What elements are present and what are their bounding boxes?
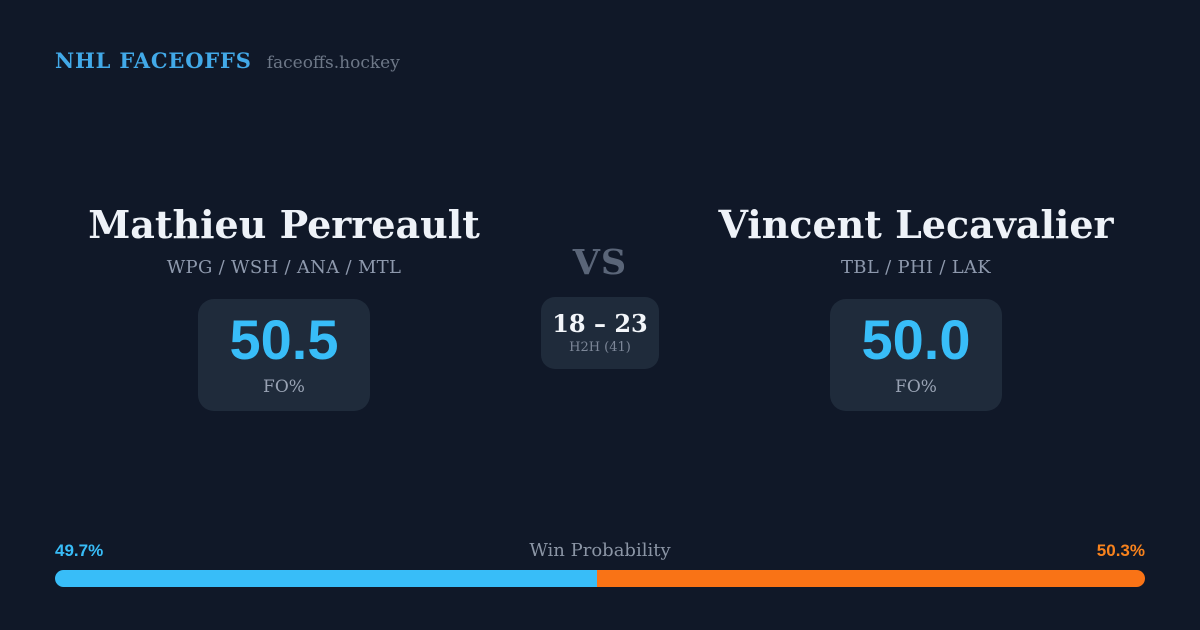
h2h-box: 18 – 23 H2H (41) [541,297,659,369]
player-right-column: Vincent Lecavalier TBL / PHI / LAK 50.0 … [632,205,1200,411]
brand-title: NHL FACEOFFS [55,48,252,73]
player-right-teams: TBL / PHI / LAK [840,256,992,278]
win-prob-right-pct: 50.3% [1096,541,1145,560]
win-probability-section: 49.7% Win Probability 50.3% [55,540,1145,587]
win-bar-left-segment [55,570,597,587]
player-left-stat-box: 50.5 FO% [198,298,370,411]
player-right-name: Vincent Lecavalier [718,202,1114,247]
site-url: faceoffs.hockey [266,53,400,73]
player-left-stat-label: FO% [263,377,305,398]
vs-label: VS [572,242,628,283]
win-probability-labels: 49.7% Win Probability 50.3% [55,540,1145,561]
player-right-stat-box: 50.0 FO% [830,298,1002,411]
win-prob-left-pct: 49.7% [55,541,104,560]
center-column: VS 18 – 23 H2H (41) [541,245,659,369]
win-probability-title: Win Probability [529,540,671,561]
player-left-column: Mathieu Perreault WPG / WSH / ANA / MTL … [0,205,568,411]
win-probability-bar [55,570,1145,587]
player-left-fo-pct: 50.5 [229,308,339,372]
win-bar-right-segment [596,570,1145,587]
header: NHL FACEOFFS faceoffs.hockey [55,48,400,73]
h2h-label: H2H (41) [569,340,631,356]
player-right-stat-label: FO% [895,377,937,398]
player-right-fo-pct: 50.0 [861,308,971,372]
player-left-teams: WPG / WSH / ANA / MTL [166,256,402,278]
matchup-section: Mathieu Perreault WPG / WSH / ANA / MTL … [0,205,1200,425]
h2h-score: 18 – 23 [552,308,648,338]
player-left-name: Mathieu Perreault [88,202,480,247]
